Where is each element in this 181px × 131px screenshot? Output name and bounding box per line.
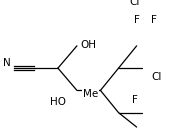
Text: Cl: Cl <box>151 72 161 82</box>
Text: HO: HO <box>50 97 66 107</box>
Text: N: N <box>3 58 11 68</box>
Text: OH: OH <box>81 40 97 50</box>
Text: Me: Me <box>83 89 98 99</box>
Text: F: F <box>132 95 138 105</box>
Text: F: F <box>151 15 157 25</box>
Text: F: F <box>134 15 140 25</box>
Text: Cl: Cl <box>130 0 140 7</box>
